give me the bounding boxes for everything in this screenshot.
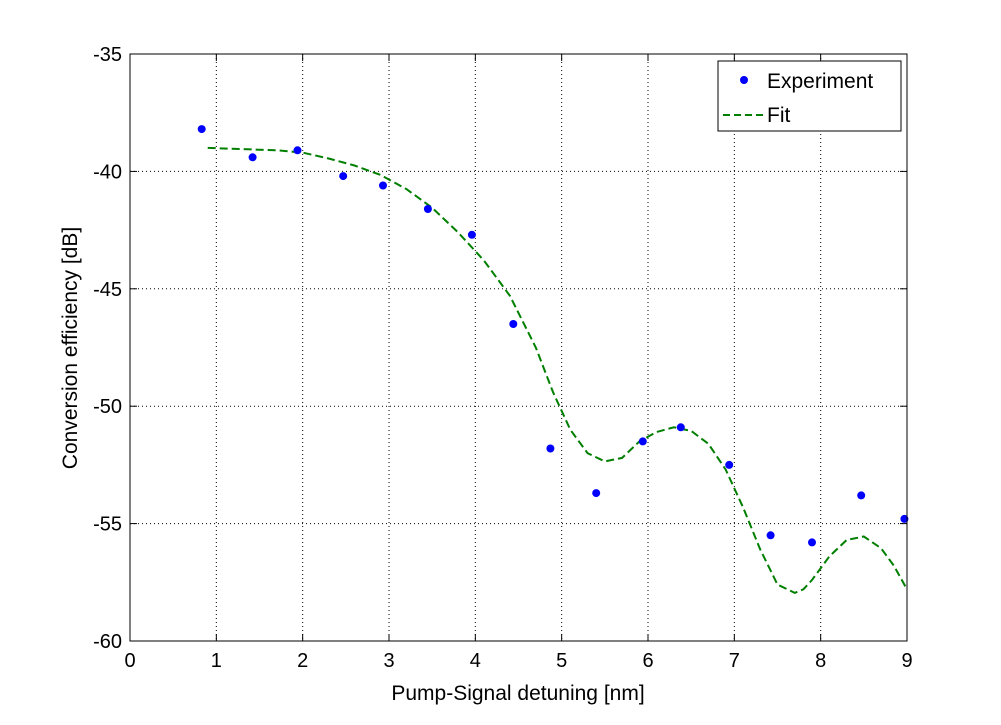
x-tick-label: 8: [815, 650, 826, 672]
legend-label-fit: Fit: [767, 104, 790, 127]
experiment-point: [467, 230, 476, 239]
y-axis-label: Conversion efficiency [dB]: [59, 227, 82, 469]
experiment-point: [379, 181, 387, 190]
x-tick-label: 4: [470, 650, 481, 672]
experiment-point: [248, 153, 257, 162]
experiment-point: [339, 172, 348, 181]
legend-box: [717, 60, 902, 132]
y-tick-label: -45: [93, 279, 122, 301]
legend: Experiment Fit: [717, 60, 902, 132]
plot-area: [130, 54, 907, 641]
x-tick-label: 1: [211, 650, 222, 672]
experiment-point: [197, 125, 206, 134]
plot-frame: [129, 53, 908, 642]
y-tick-label: -40: [93, 161, 122, 183]
x-tick-label: 6: [642, 650, 653, 672]
grid: [130, 54, 907, 641]
experiment-point: [546, 444, 555, 453]
experiment-series: [197, 125, 909, 547]
legend-marker-experiment: [740, 76, 748, 84]
x-tick-label: 9: [901, 650, 912, 672]
fit-line: [207, 146, 908, 594]
y-tick-label: -55: [93, 514, 122, 536]
x-tick-label: 3: [383, 650, 394, 672]
x-tick-label: 2: [297, 650, 308, 672]
experiment-point: [900, 514, 909, 523]
x-tick-label: 5: [556, 650, 567, 672]
legend-label-experiment: Experiment: [767, 70, 873, 93]
y-tick-labels: -35 -40 -45 -50 -55 -60: [93, 44, 122, 653]
y-tick-label: -50: [93, 396, 122, 418]
experiment-point: [676, 423, 685, 432]
experiment-point: [509, 320, 518, 328]
y-tick-label: -60: [93, 631, 122, 653]
x-tick-label: 7: [729, 650, 740, 672]
y-tick-label: -35: [93, 44, 122, 66]
x-tick-label: 0: [124, 650, 135, 672]
experiment-point: [808, 538, 816, 547]
x-tick-labels: 0 1 2 3 4 5 6 7 8 9: [124, 650, 912, 672]
axis-ticks: [129, 53, 908, 642]
fit-series: [207, 146, 908, 594]
experiment-point: [423, 205, 432, 213]
experiment-point: [638, 437, 647, 446]
experiment-point: [293, 146, 302, 155]
x-axis-label: Pump-Signal detuning [nm]: [391, 682, 644, 705]
experiment-point: [766, 531, 775, 540]
experiment-point: [725, 460, 734, 469]
experiment-point: [592, 489, 601, 498]
experiment-point: [857, 491, 866, 500]
